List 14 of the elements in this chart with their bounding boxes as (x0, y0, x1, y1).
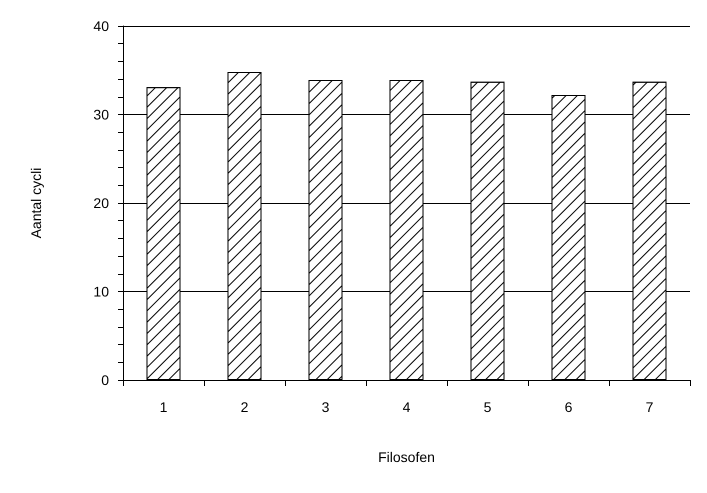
x-tick-label: 1 (160, 399, 168, 415)
y-tick-label: 10 (93, 284, 110, 300)
x-tick-label: 3 (322, 399, 330, 415)
y-tick-label: 0 (101, 372, 110, 388)
y-axis-title: Aantal cycli (28, 168, 44, 238)
x-tick-label: 5 (484, 399, 492, 415)
y-tick-label: 20 (93, 195, 110, 211)
y-tick-label: 40 (93, 18, 110, 34)
x-tick-label: 7 (646, 399, 654, 415)
y-tick-label: 30 (93, 106, 110, 122)
x-axis-title: Filosofen (378, 449, 435, 465)
x-tick-label: 4 (402, 399, 411, 415)
x-tick-label: 6 (564, 399, 573, 415)
x-tick-label: 2 (240, 399, 249, 415)
